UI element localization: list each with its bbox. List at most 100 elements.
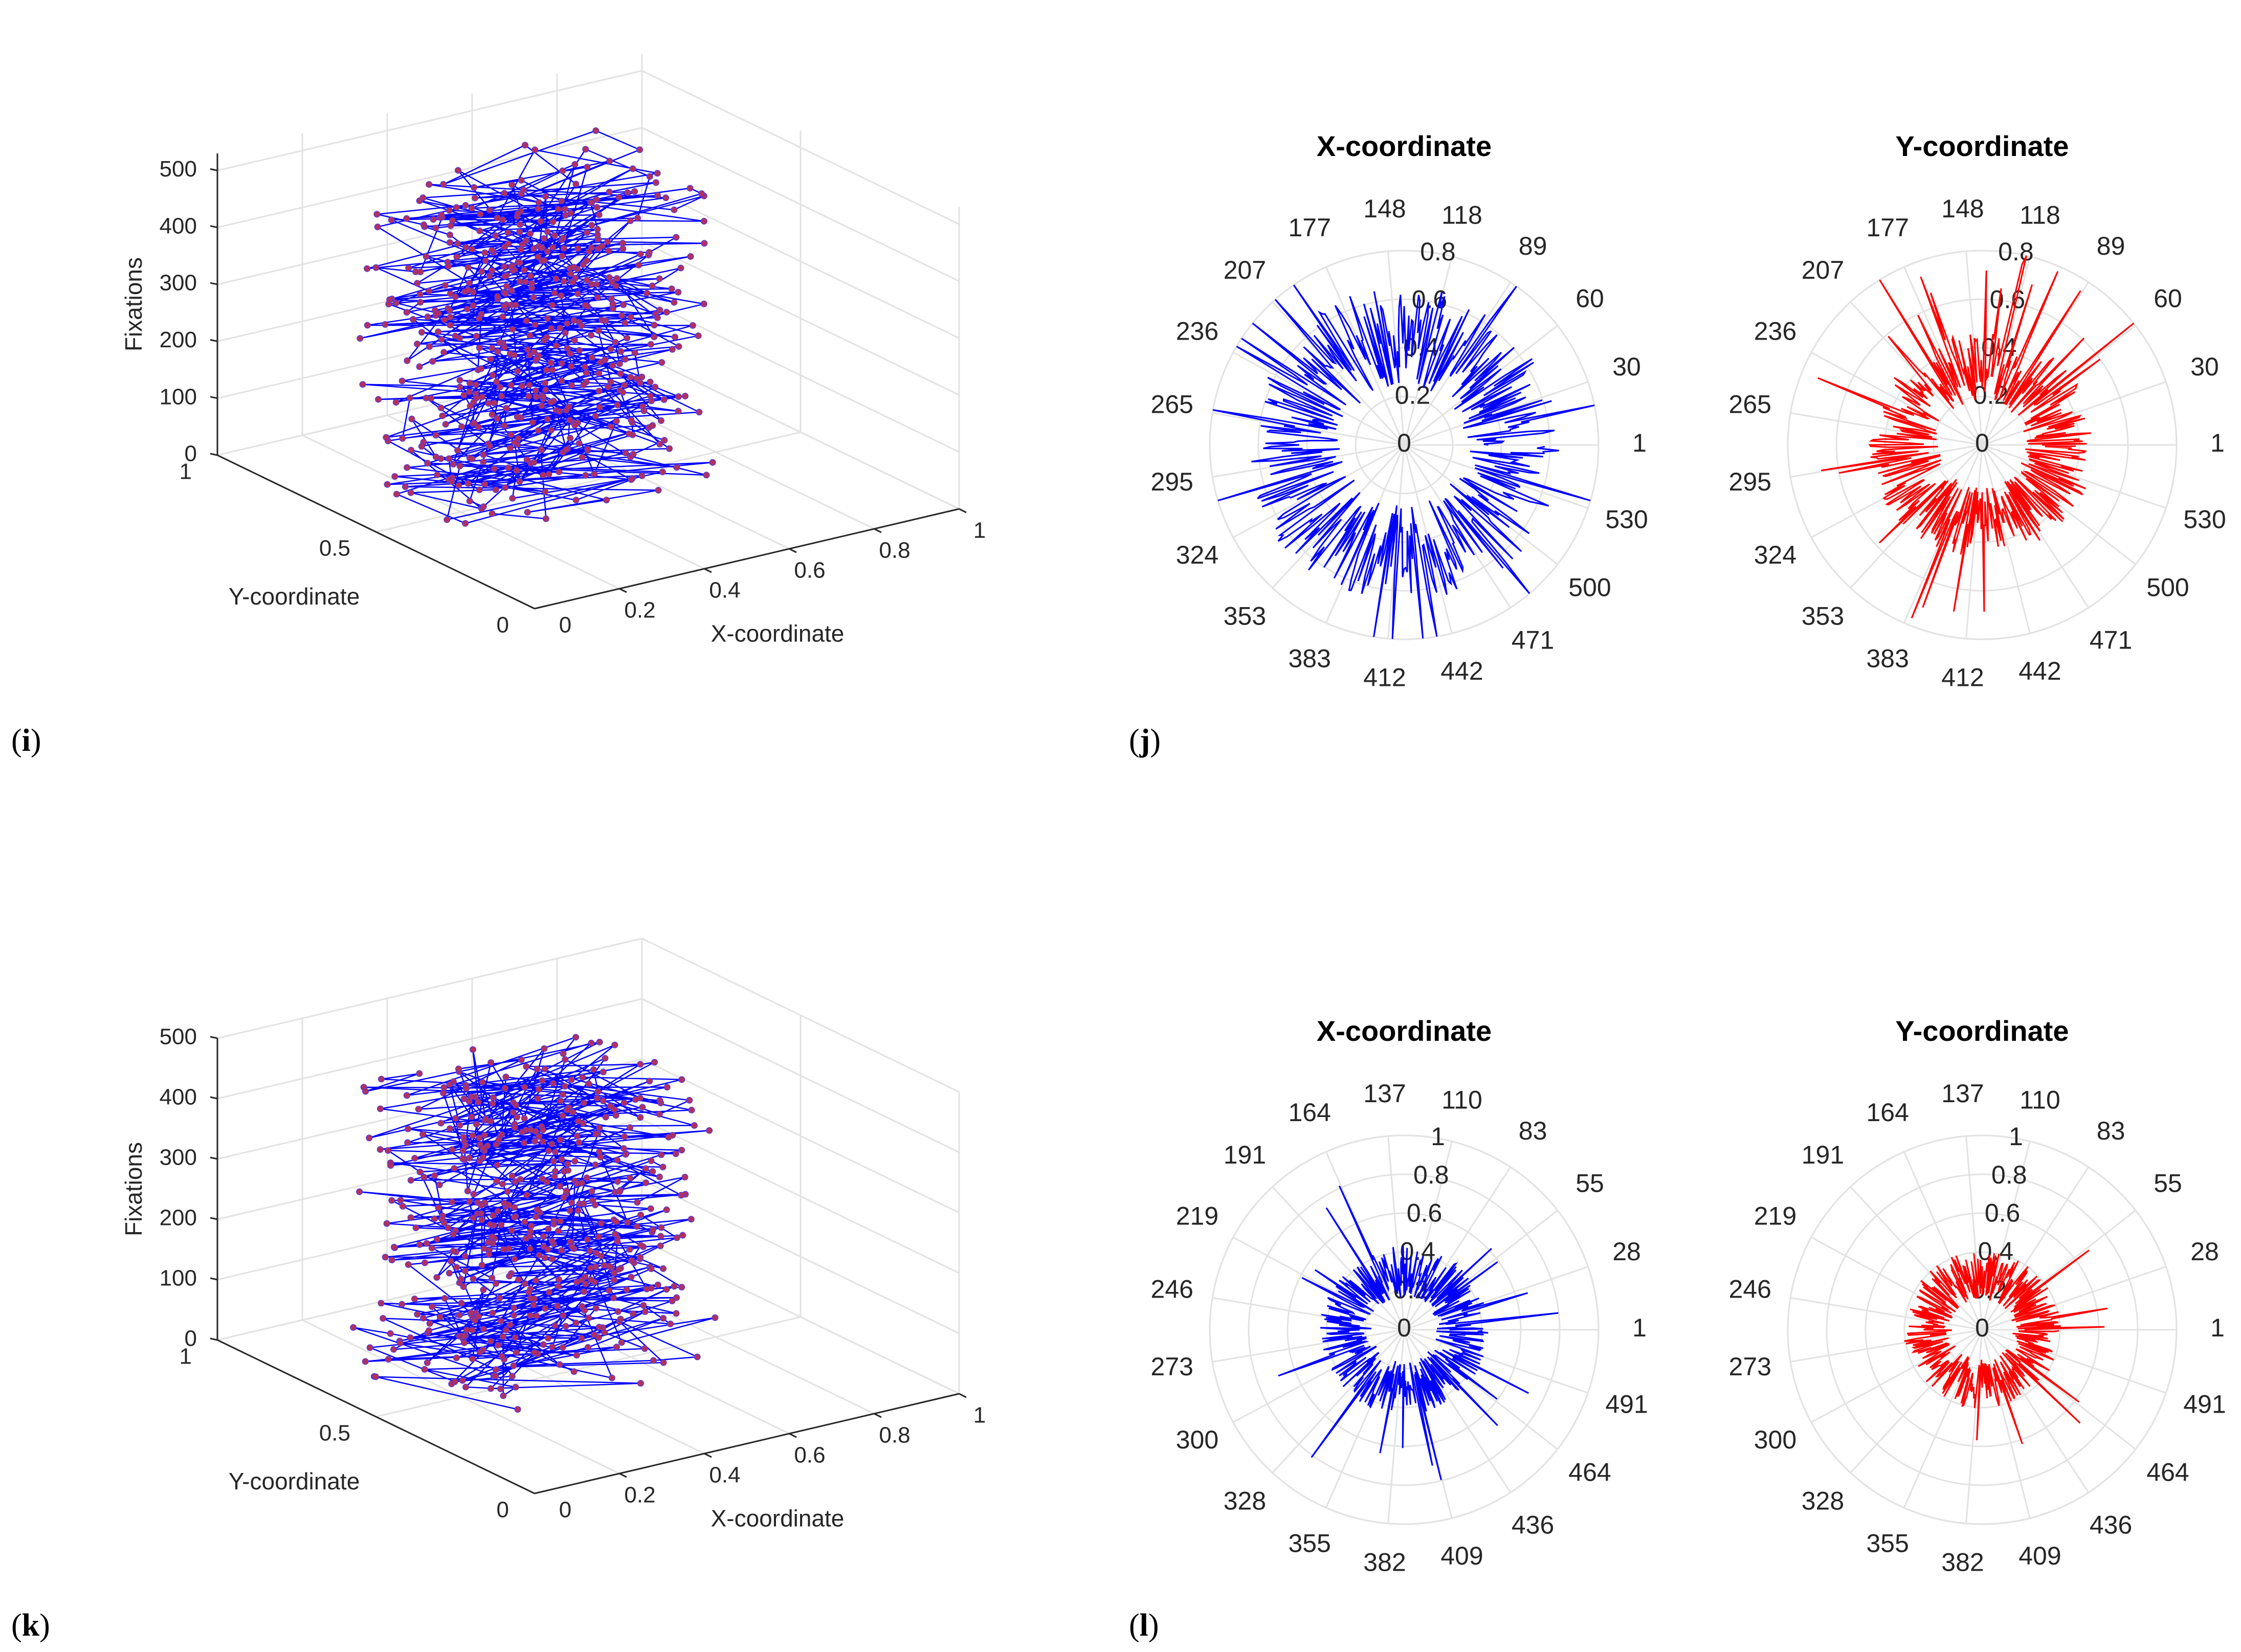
fixation-point bbox=[489, 1309, 496, 1316]
fixation-point bbox=[434, 1236, 441, 1243]
fixation-point bbox=[546, 1289, 553, 1296]
fixation-point bbox=[479, 1079, 486, 1086]
angle-tick-label: 530 bbox=[2183, 505, 2226, 534]
fixation-point bbox=[492, 486, 499, 493]
fixation-point bbox=[581, 1307, 588, 1314]
fixation-point bbox=[657, 1233, 664, 1240]
x-tick-label: 0.6 bbox=[794, 558, 825, 583]
fixation-point bbox=[671, 333, 678, 341]
fixation-point bbox=[672, 1150, 679, 1157]
fixation-point bbox=[527, 1222, 535, 1230]
fixation-point bbox=[568, 363, 575, 370]
fixation-point bbox=[387, 1162, 394, 1169]
angle-tick-label: 436 bbox=[1512, 1510, 1554, 1539]
fixation-point bbox=[597, 1220, 605, 1227]
fixation-point bbox=[656, 275, 663, 282]
fixation-point bbox=[618, 1339, 625, 1346]
fixation-point bbox=[490, 1212, 497, 1219]
fixation-point bbox=[595, 1324, 603, 1331]
angle-tick-label: 324 bbox=[1754, 541, 1796, 569]
angle-tick-label: 191 bbox=[1802, 1141, 1844, 1169]
fixation-point bbox=[656, 1097, 663, 1104]
z-tick-label: 400 bbox=[160, 1085, 197, 1110]
fixation-point bbox=[647, 392, 654, 399]
fixation-point bbox=[463, 1085, 470, 1092]
fixation-point bbox=[558, 1247, 565, 1254]
fixation-point bbox=[491, 399, 498, 407]
fixation-point bbox=[521, 1218, 528, 1225]
fixation-point bbox=[376, 1146, 384, 1153]
fixation-point bbox=[552, 1148, 559, 1155]
fixation-point bbox=[446, 231, 453, 238]
fixation-point bbox=[467, 379, 474, 387]
fixation-point bbox=[535, 1133, 542, 1140]
fixation-point bbox=[656, 1173, 663, 1180]
angle-tick-label: 118 bbox=[1441, 200, 1482, 229]
fixation-point bbox=[568, 1076, 575, 1083]
grid-line bbox=[217, 127, 642, 229]
fixation-point bbox=[534, 1065, 541, 1073]
fixation-point bbox=[480, 503, 487, 510]
fixation-point bbox=[501, 1085, 508, 1092]
fixation-point bbox=[596, 1124, 603, 1131]
angle-tick-label: 442 bbox=[2018, 657, 2061, 685]
fixation-point bbox=[647, 378, 654, 386]
fixation-point bbox=[508, 1373, 516, 1380]
z-tick-mark bbox=[210, 453, 218, 456]
fixation-point bbox=[437, 404, 445, 411]
fixation-point bbox=[502, 290, 509, 297]
x-axis-label: X-coordinate bbox=[711, 620, 845, 647]
fixation-point bbox=[449, 1146, 456, 1153]
fixation-point bbox=[572, 497, 580, 504]
fixation-point bbox=[494, 1162, 501, 1169]
grid-line bbox=[217, 184, 642, 285]
x-tick-mark bbox=[704, 1453, 712, 1458]
polar-plot: Y-coordinate 1 30 60 89 118 148 177 207 236 265 295… bbox=[1729, 130, 2226, 692]
fixation-point bbox=[552, 275, 560, 282]
fixation-point bbox=[447, 290, 454, 297]
fixation-point bbox=[408, 447, 415, 454]
angle-tick-label: 60 bbox=[1576, 284, 1604, 313]
fixation-point bbox=[428, 1244, 435, 1252]
fixation-point bbox=[556, 408, 563, 415]
angle-spoke bbox=[1212, 412, 1405, 446]
x-tick-mark bbox=[619, 588, 627, 593]
angle-spoke bbox=[1272, 301, 1405, 446]
fixation-point bbox=[603, 497, 610, 504]
fixation-point bbox=[620, 1145, 627, 1152]
fixation-point bbox=[492, 1366, 499, 1373]
fixation-point bbox=[560, 245, 567, 252]
angle-tick-label: 471 bbox=[1512, 626, 1554, 654]
fixation-point bbox=[592, 127, 600, 135]
x-tick-mark bbox=[704, 568, 712, 573]
fixation-point bbox=[665, 1133, 672, 1141]
fixation-point bbox=[675, 343, 682, 350]
angle-spoke bbox=[1811, 351, 1983, 446]
fixation-point bbox=[462, 243, 470, 251]
fixation-point bbox=[559, 167, 566, 174]
fixation-point bbox=[479, 393, 486, 400]
z-tick-mark bbox=[210, 282, 218, 285]
fixation-point bbox=[611, 1277, 618, 1284]
fixation-point bbox=[544, 1246, 551, 1253]
fixation-point bbox=[404, 1139, 411, 1146]
fixation-point bbox=[709, 459, 716, 466]
fixation-point bbox=[600, 1068, 607, 1076]
fixation-point bbox=[440, 181, 447, 188]
fixation-point bbox=[447, 314, 454, 321]
angle-tick-label: 382 bbox=[1363, 1548, 1406, 1577]
fixation-point bbox=[646, 249, 653, 256]
fixation-point bbox=[559, 1344, 566, 1351]
fixation-point bbox=[380, 1315, 387, 1322]
angle-spoke bbox=[1404, 1266, 1588, 1331]
fixation-point bbox=[621, 382, 628, 389]
fixation-point bbox=[496, 1294, 503, 1302]
fixation-point bbox=[425, 287, 432, 295]
fixation-point bbox=[612, 339, 619, 346]
fixation-point bbox=[662, 194, 670, 202]
angle-spoke bbox=[1404, 1210, 1558, 1331]
fixation-point bbox=[516, 228, 523, 235]
fixation-point bbox=[567, 350, 574, 357]
fixation-point bbox=[559, 1112, 566, 1120]
fixation-point bbox=[513, 1349, 520, 1356]
